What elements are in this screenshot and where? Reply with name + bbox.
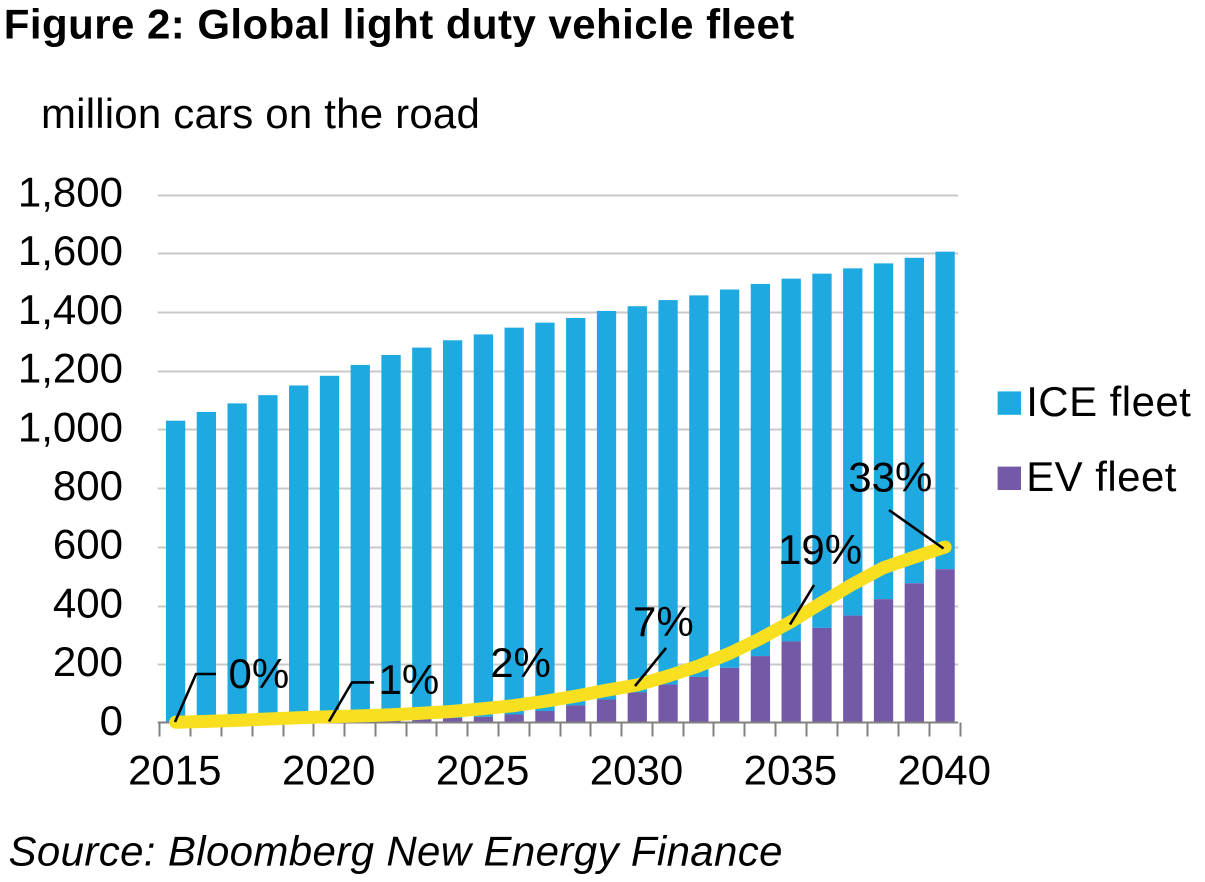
svg-text:33%: 33% bbox=[848, 454, 932, 501]
svg-text:1,400: 1,400 bbox=[18, 286, 123, 333]
svg-text:200: 200 bbox=[53, 638, 123, 685]
svg-text:800: 800 bbox=[53, 462, 123, 509]
svg-text:1,200: 1,200 bbox=[18, 345, 123, 392]
svg-text:1,000: 1,000 bbox=[18, 403, 123, 450]
svg-text:2015: 2015 bbox=[128, 746, 221, 793]
svg-text:400: 400 bbox=[53, 579, 123, 626]
svg-text:1%: 1% bbox=[379, 656, 440, 703]
svg-text:Source: Bloomberg New Energy F: Source: Bloomberg New Energy Finance bbox=[9, 828, 783, 875]
svg-text:600: 600 bbox=[53, 521, 123, 568]
svg-text:1,800: 1,800 bbox=[18, 169, 123, 216]
svg-text:2040: 2040 bbox=[898, 746, 991, 793]
svg-text:2020: 2020 bbox=[282, 746, 375, 793]
svg-text:Figure 2: Global light duty ve: Figure 2: Global light duty vehicle flee… bbox=[4, 1, 795, 48]
svg-text:19%: 19% bbox=[778, 526, 862, 573]
svg-text:2025: 2025 bbox=[436, 746, 529, 793]
svg-text:0: 0 bbox=[100, 697, 123, 744]
svg-text:2%: 2% bbox=[490, 639, 551, 686]
svg-text:EV fleet: EV fleet bbox=[1026, 453, 1177, 500]
svg-text:million cars on the road: million cars on the road bbox=[41, 90, 480, 137]
svg-text:1,600: 1,600 bbox=[18, 227, 123, 274]
svg-text:7%: 7% bbox=[633, 598, 694, 645]
svg-text:0%: 0% bbox=[229, 650, 290, 697]
svg-text:ICE fleet: ICE fleet bbox=[1026, 378, 1191, 425]
svg-text:2035: 2035 bbox=[744, 746, 837, 793]
svg-text:2030: 2030 bbox=[590, 746, 683, 793]
